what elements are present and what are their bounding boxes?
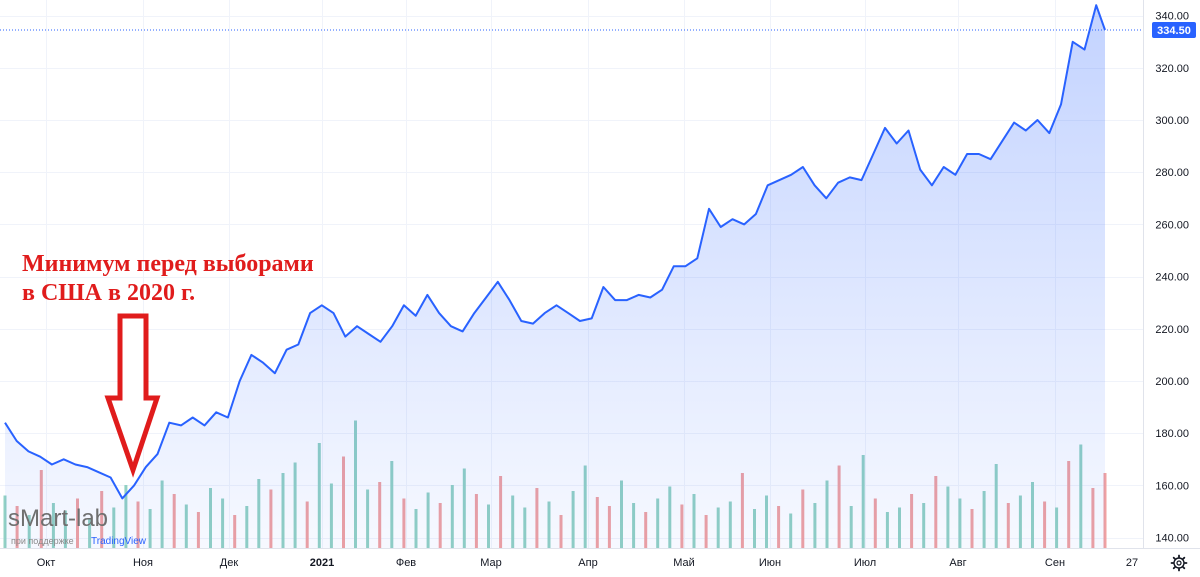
x-tick-label: Авг — [949, 557, 966, 569]
x-tick-label: Ноя — [133, 557, 153, 569]
down-arrow-icon — [104, 313, 161, 478]
gear-icon[interactable] — [1170, 554, 1188, 572]
price-area-fill — [5, 5, 1105, 548]
x-tick-label: Июн — [759, 557, 781, 569]
last-price-badge: 334.50 — [1152, 22, 1196, 38]
y-tick-label: 180.00 — [1155, 428, 1189, 440]
election-annotation: Минимум перед выборами в США в 2020 г. — [22, 251, 314, 478]
x-tick-label: Мар — [480, 557, 502, 569]
x-tick-label: Дек — [220, 557, 239, 569]
y-tick-label: 260.00 — [1155, 219, 1189, 231]
price-line — [4, 4, 1106, 500]
x-tick-label: Май — [673, 557, 695, 569]
watermark-brand: sMart-lab — [8, 505, 108, 532]
x-tick-label: 2021 — [310, 557, 334, 569]
time-axis[interactable]: Окт Ноя Дек 2021 Фев Мар Апр Май Июн Июл Авг Сен 27 — [37, 557, 1138, 569]
x-tick-label: Фев — [396, 557, 416, 569]
smart-lab-watermark: sMart-lab при поддержке TradingView — [8, 505, 147, 547]
y-tick-label: 220.00 — [1155, 324, 1189, 336]
y-tick-label: 140.00 — [1155, 533, 1189, 545]
y-tick-label: 240.00 — [1155, 272, 1189, 284]
price-axis[interactable]: 340.00 320.00 300.00 280.00 260.00 240.00 220.… — [1155, 11, 1189, 545]
x-tick-label: Июл — [854, 557, 876, 569]
x-tick-label: Сен — [1045, 557, 1065, 569]
y-tick-label: 300.00 — [1155, 115, 1189, 127]
last-price-label: 334.50 — [1157, 25, 1191, 37]
annotation-line-2: в США в 2020 г. — [22, 280, 195, 306]
watermark-support: при поддержке — [11, 536, 74, 546]
watermark-partner: TradingView — [91, 536, 147, 547]
y-tick-label: 280.00 — [1155, 167, 1189, 179]
x-tick-label: 27 — [1126, 557, 1138, 569]
annotation-line-1: Минимум перед выборами — [22, 251, 314, 277]
x-tick-label: Апр — [578, 557, 597, 569]
y-tick-label: 200.00 — [1155, 376, 1189, 388]
y-tick-label: 320.00 — [1155, 63, 1189, 75]
y-tick-label: 160.00 — [1155, 480, 1189, 492]
x-tick-label: Окт — [37, 557, 56, 569]
y-tick-label: 340.00 — [1155, 11, 1189, 23]
